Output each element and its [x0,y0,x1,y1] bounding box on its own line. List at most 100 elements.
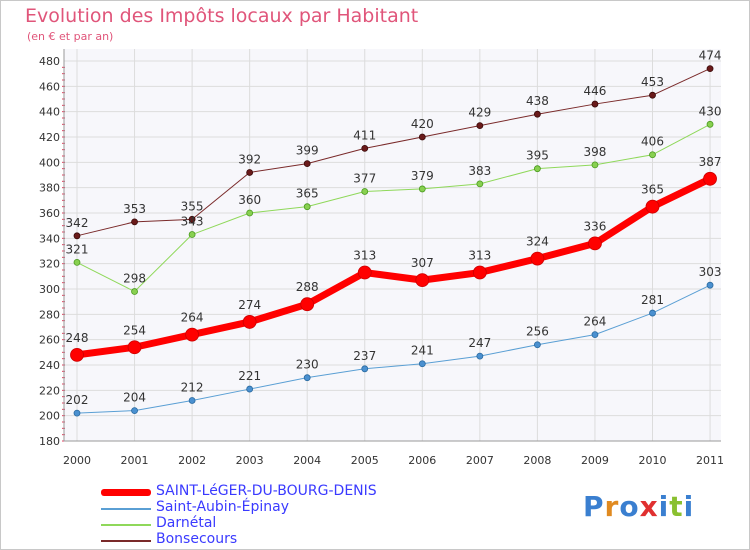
data-point [242,315,257,329]
data-point [361,365,369,373]
data-point [127,340,142,355]
data-point [588,236,602,251]
logo-letter: i [683,490,695,523]
data-label: 274 [238,298,261,312]
data-label: 411 [353,128,376,142]
logo-letter: t [669,490,684,523]
data-label: 264 [583,315,606,329]
data-point [73,258,81,266]
data-label: 247 [468,336,491,350]
data-point [472,265,487,280]
data-label: 256 [526,325,549,339]
x-tick-label: 2010 [639,454,667,467]
data-point [645,199,660,214]
data-label: 398 [583,145,606,159]
data-point [418,360,426,368]
data-label: 221 [238,369,261,383]
data-label: 324 [526,235,549,249]
legend-label-darnetal: Darnétal [156,515,217,531]
data-label: 343 [181,215,204,229]
data-point [703,171,717,186]
y-tick-label: 380 [39,182,60,195]
data-point [591,100,599,108]
data-point [303,160,311,168]
data-label: 353 [123,202,146,216]
logo-letter: i [658,490,670,523]
logo-letter: P [583,490,605,523]
data-label: 237 [353,349,376,363]
data-label: 379 [411,169,434,183]
logo-letter: o [619,490,640,523]
data-point [246,385,254,393]
x-tick-label: 2000 [63,454,91,467]
data-label: 377 [353,171,376,185]
data-point [591,331,599,339]
chart-title: Evolution des Impôts locaux par Habitant [25,5,419,27]
data-point [476,352,484,360]
proxiti-logo: Proxiti [583,490,694,523]
data-point [185,327,200,342]
data-point [188,397,196,404]
data-label: 365 [296,187,319,201]
data-label: 355 [181,199,204,213]
series-line-0 [76,175,712,359]
y-tick-label: 280 [39,308,60,321]
data-point [73,232,81,240]
x-tick-label: 2001 [121,454,149,467]
y-tick-label: 240 [39,359,60,372]
x-tick-label: 2007 [466,454,494,467]
data-label: 264 [181,311,204,325]
data-label: 438 [526,94,549,108]
data-label: 342 [66,216,89,230]
y-tick-label: 360 [39,207,60,220]
x-tick-label: 2006 [408,454,436,467]
y-tick-label: 420 [39,131,60,144]
data-label: 313 [468,249,491,263]
data-point [303,203,311,211]
y-tick-label: 320 [39,258,60,271]
data-label: 430 [699,104,722,118]
data-label: 399 [296,144,319,158]
x-tick-label: 2005 [351,454,379,467]
data-label: 429 [468,106,491,120]
data-point [361,188,369,195]
y-tick-label: 220 [39,384,60,397]
data-point [418,133,426,141]
data-point [534,165,541,173]
data-point [131,407,138,415]
data-point [534,341,541,349]
data-point [649,151,656,159]
legend-swatch-saint-leger [101,489,151,496]
data-point [131,288,138,295]
x-tick-label: 2009 [581,454,609,467]
plot-area [64,49,721,441]
y-tick-label: 340 [39,232,60,245]
data-point [706,281,714,289]
data-label: 204 [123,391,146,405]
series-line-2 [76,123,711,293]
data-point [188,215,196,223]
data-point [418,185,426,193]
data-label: 360 [238,193,261,207]
data-point [476,122,484,129]
data-label: 446 [583,84,606,98]
data-label: 281 [641,293,664,307]
data-point [131,218,138,226]
data-label: 420 [411,117,434,131]
data-point [534,110,541,118]
data-point [415,273,430,288]
data-label: 202 [66,393,89,407]
data-point [530,251,545,266]
data-label: 241 [411,344,434,358]
data-label: 365 [641,183,664,197]
x-tick-label: 2003 [236,454,264,467]
data-point [357,265,372,280]
data-point [476,180,484,188]
x-tick-label: 2011 [696,454,724,467]
data-point [649,309,656,317]
data-label: 321 [66,242,89,256]
data-label: 406 [641,135,664,149]
data-point [706,120,714,128]
